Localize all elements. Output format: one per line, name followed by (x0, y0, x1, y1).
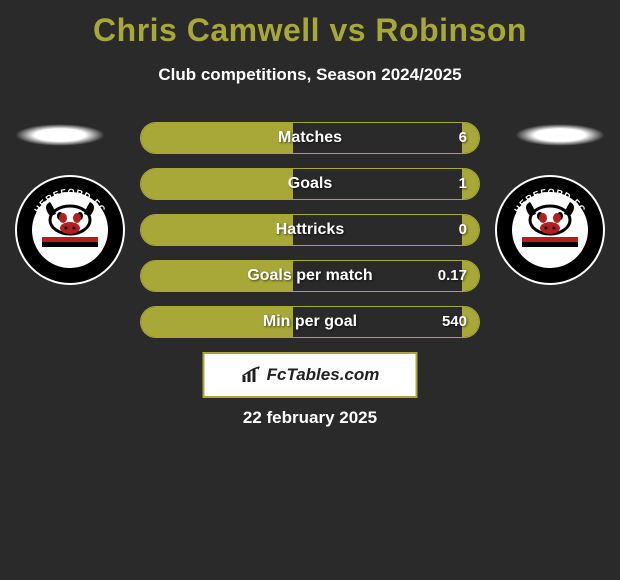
shield-icon: HEREFORD FC FOREVER UNITED 2015 (495, 175, 605, 285)
stat-label: Matches (141, 123, 479, 153)
stat-row: Goals per match0.17 (140, 260, 480, 292)
brand-text: FcTables.com (267, 365, 380, 385)
stat-row: Min per goal540 (140, 306, 480, 338)
stat-row: Matches6 (140, 122, 480, 154)
stat-value-right: 540 (442, 307, 467, 337)
club-crest-right: HEREFORD FC FOREVER UNITED 2015 (495, 175, 605, 285)
stat-value-right: 1 (459, 169, 467, 199)
page-title: Chris Camwell vs Robinson (0, 0, 620, 49)
svg-text:2015: 2015 (63, 250, 77, 256)
stat-label: Goals (141, 169, 479, 199)
date-label: 22 february 2025 (0, 408, 620, 428)
stat-value-right: 0.17 (438, 261, 467, 291)
brand-box: FcTables.com (203, 352, 418, 398)
stat-value-right: 0 (459, 215, 467, 245)
subtitle: Club competitions, Season 2024/2025 (0, 65, 620, 85)
stats-bars: Matches6Goals1Hattricks0Goals per match0… (140, 122, 480, 352)
club-crest-left: HEREFORD FC FOREVER UNITED 2015 (15, 175, 125, 285)
comparison-card: Chris Camwell vs Robinson Club competiti… (0, 0, 620, 580)
player-shadow-right (515, 124, 605, 146)
stat-row: Goals1 (140, 168, 480, 200)
stat-label: Min per goal (141, 307, 479, 337)
player-shadow-left (15, 124, 105, 146)
stat-value-right: 6 (459, 123, 467, 153)
chart-icon (241, 366, 263, 384)
svg-text:2015: 2015 (543, 250, 557, 256)
stat-label: Hattricks (141, 215, 479, 245)
stat-label: Goals per match (141, 261, 479, 291)
stat-row: Hattricks0 (140, 214, 480, 246)
shield-icon: HEREFORD FC FOREVER UNITED 2015 (15, 175, 125, 285)
brand-label: FcTables.com (241, 365, 380, 385)
